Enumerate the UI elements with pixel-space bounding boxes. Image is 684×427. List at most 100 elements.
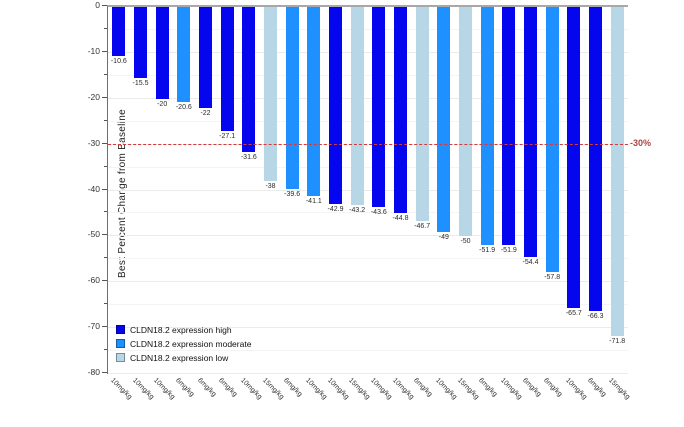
bar-low bbox=[350, 7, 364, 206]
y-minor-tick bbox=[104, 211, 107, 213]
gridline bbox=[108, 28, 628, 30]
x-axis-dose-label: 6mg/kg bbox=[542, 377, 564, 399]
bar-high bbox=[372, 7, 386, 207]
bar-value-label: -10.6 bbox=[110, 57, 127, 65]
y-tick-label: -10 bbox=[87, 45, 100, 56]
x-axis-dose-label: 6mg/kg bbox=[520, 377, 542, 399]
bar-value-label: -66.3 bbox=[587, 313, 604, 321]
gridline bbox=[108, 373, 628, 374]
bar-value-label: -49 bbox=[438, 233, 449, 241]
x-axis-dose-label: 15mg/kg bbox=[260, 377, 285, 401]
bar-high bbox=[134, 7, 147, 79]
bar-value-label: -44.8 bbox=[392, 214, 409, 222]
bar-value-label: -31.6 bbox=[240, 153, 257, 161]
gridline bbox=[108, 212, 628, 214]
legend-label: CLDN18.2 expression high bbox=[130, 324, 232, 335]
gridline bbox=[108, 281, 628, 283]
gridline bbox=[108, 350, 628, 352]
bar-high bbox=[155, 7, 169, 99]
x-axis-dose-label: 10mg/kg bbox=[130, 377, 155, 401]
bar-low bbox=[415, 7, 429, 222]
y-tick-label: -50 bbox=[87, 229, 100, 240]
x-axis-dose-label: 6mg/kg bbox=[477, 377, 499, 399]
bar-value-label: -51.9 bbox=[500, 247, 517, 255]
gridline bbox=[108, 189, 628, 191]
bar-value-label: -41.1 bbox=[305, 197, 322, 205]
x-axis-dose-label: 10mg/kg bbox=[108, 377, 133, 401]
legend-swatch-low bbox=[116, 353, 125, 362]
y-minor-tick bbox=[104, 27, 107, 29]
bar-value-label: -20.6 bbox=[175, 103, 192, 111]
y-major-tick bbox=[102, 96, 107, 98]
y-tick-label: 0 bbox=[95, 0, 100, 10]
x-axis-dose-label: 10mg/kg bbox=[390, 377, 415, 401]
bar-value-label: -42.9 bbox=[327, 205, 344, 213]
x-axis-dose-label: 6mg/kg bbox=[173, 377, 196, 399]
y-major-tick bbox=[102, 50, 107, 52]
y-minor-tick bbox=[104, 349, 107, 351]
x-axis-dose-label: 6mg/kg bbox=[412, 377, 434, 399]
threshold-label: -30% bbox=[630, 137, 652, 148]
bar-value-label: -27.1 bbox=[219, 133, 236, 141]
bar-value-label: -43.6 bbox=[370, 209, 387, 216]
bar-high bbox=[524, 7, 537, 257]
y-minor-tick bbox=[104, 303, 107, 305]
y-tick-label: -40 bbox=[87, 183, 100, 194]
bar-high bbox=[502, 7, 516, 246]
legend-swatch-high bbox=[116, 325, 125, 334]
x-axis-dose-label: 6mg/kg bbox=[282, 377, 304, 399]
bar-value-label: -15.5 bbox=[132, 80, 149, 88]
bar-low bbox=[459, 7, 472, 237]
gridline bbox=[108, 258, 628, 260]
gridline bbox=[108, 51, 628, 53]
bar-value-label: -39.6 bbox=[284, 190, 301, 198]
legend-label: CLDN18.2 expression low bbox=[130, 352, 229, 363]
y-tick-label: -70 bbox=[87, 321, 100, 332]
plot-area: -10.6 -15.5 -20 -20.6 -22 -27.1 -31.6 -38 -39.6-… bbox=[107, 5, 628, 374]
y-major-tick bbox=[102, 142, 107, 144]
legend-item-high: CLDN18.2 expression high bbox=[116, 324, 251, 335]
bar-high bbox=[567, 7, 581, 309]
bar-moderate bbox=[307, 7, 321, 196]
bar-high bbox=[199, 7, 212, 108]
bar-high bbox=[242, 7, 256, 152]
x-axis-dose-label: 10mg/kg bbox=[368, 377, 393, 401]
x-axis-dose-label: 15mg/kg bbox=[347, 377, 372, 401]
legend-label: CLDN18.2 expression moderate bbox=[130, 338, 252, 349]
threshold-line-30pct bbox=[108, 143, 628, 145]
bar-moderate bbox=[545, 7, 559, 273]
bar-moderate bbox=[285, 7, 299, 189]
gridline bbox=[108, 166, 628, 168]
legend-item-moderate: CLDN18.2 expression moderate bbox=[116, 338, 251, 349]
bar-value-label: -50 bbox=[460, 238, 471, 246]
bar-value-label: -57.8 bbox=[544, 274, 561, 282]
y-minor-tick bbox=[104, 165, 107, 167]
gridline bbox=[108, 235, 628, 237]
bar-value-label: -20 bbox=[157, 100, 168, 108]
x-axis-dose-label: 10mg/kg bbox=[303, 377, 328, 401]
bar-low bbox=[610, 7, 624, 337]
y-minor-tick bbox=[104, 257, 107, 259]
y-minor-tick bbox=[104, 73, 107, 75]
bar-value-label: -54.4 bbox=[522, 258, 539, 266]
x-axis-dose-label: 10mg/kg bbox=[238, 377, 263, 401]
y-major-tick bbox=[102, 188, 107, 190]
x-axis-dose-label: 10mg/kg bbox=[563, 377, 588, 401]
y-major-tick bbox=[102, 372, 107, 373]
gridline bbox=[108, 327, 628, 329]
y-tick-label: -80 bbox=[87, 367, 100, 377]
x-axis-dose-label: 15mg/kg bbox=[455, 377, 480, 401]
y-major-tick bbox=[102, 5, 107, 6]
bar-high bbox=[220, 7, 234, 132]
bar-value-label: -46.7 bbox=[414, 223, 431, 231]
legend-item-low: CLDN18.2 expression low bbox=[116, 352, 251, 363]
bar-high bbox=[112, 7, 126, 56]
bar-high bbox=[589, 7, 602, 312]
bar-value-label: -71.8 bbox=[609, 338, 626, 346]
y-major-tick bbox=[102, 280, 107, 282]
y-tick-label: -60 bbox=[87, 275, 100, 286]
y-major-tick bbox=[102, 234, 107, 236]
bar-moderate bbox=[177, 7, 191, 102]
gridline bbox=[108, 120, 628, 122]
bar-high bbox=[394, 7, 407, 213]
